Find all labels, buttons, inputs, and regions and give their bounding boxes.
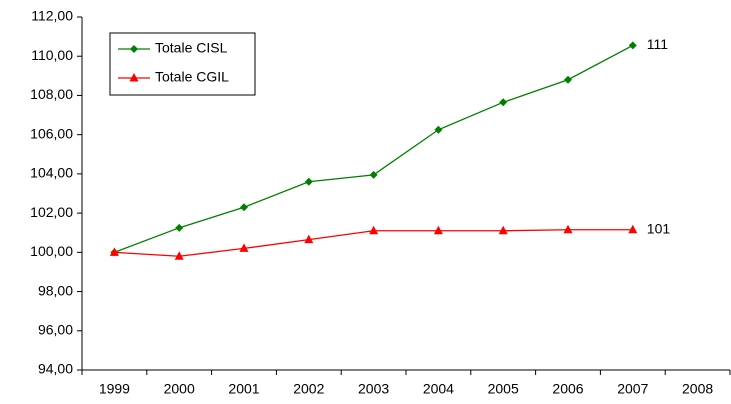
data-point [175,223,184,232]
data-point [434,125,443,134]
x-tick-label: 2007 [617,381,648,397]
legend-label: Totale CGIL [155,69,229,85]
x-tick-label: 2002 [293,381,324,397]
data-point [109,247,119,256]
y-tick-label: 100,00 [30,243,73,259]
data-point [628,224,638,234]
annotation: 111 [647,36,668,52]
data-point [369,170,378,179]
y-tick-label: 112,00 [31,8,73,24]
x-tick-label: 2003 [358,381,389,397]
data-point [239,243,249,252]
x-tick-label: 2005 [488,381,519,397]
x-tick-label: 2006 [552,381,583,397]
legend-label: Totale CISL [155,40,228,56]
x-tick-label: 2001 [228,381,259,397]
x-tick-label: 2008 [682,381,713,397]
y-tick-label: 110,00 [31,47,73,63]
data-point [304,234,314,244]
y-tick-label: 94,00 [38,361,73,377]
data-point [563,224,573,234]
data-point [240,203,248,212]
data-point [174,251,184,260]
y-tick-label: 104,00 [30,165,73,181]
y-tick-label: 96,00 [38,321,73,337]
x-tick-label: 2004 [423,381,454,397]
data-point [628,41,637,50]
x-tick-label: 1999 [99,381,130,397]
data-point [498,225,508,235]
data-point [499,98,508,107]
legend-marker [130,45,138,53]
data-point [564,75,572,84]
legend-marker [129,73,139,82]
y-tick-label: 106,00 [30,125,73,141]
legend-box [109,32,256,96]
annotation: 101 [647,220,671,236]
y-tick-label: 102,00 [30,204,73,220]
y-tick-label: 108,00 [30,86,73,102]
data-point [433,225,443,235]
data-point [369,225,379,235]
data-point [304,177,313,186]
y-tick-label: 98,00 [38,282,73,298]
x-tick-label: 2000 [164,381,195,397]
